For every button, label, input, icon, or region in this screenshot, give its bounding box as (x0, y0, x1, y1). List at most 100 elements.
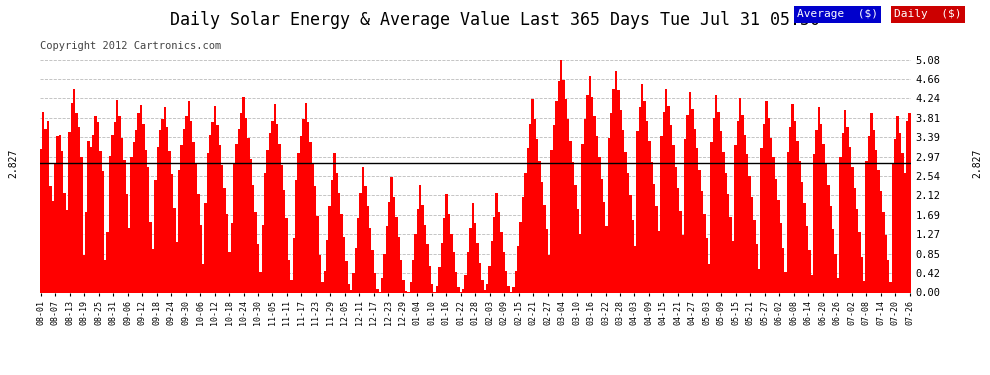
Bar (219, 145, 221, 292)
Bar (789, 127, 791, 292)
Bar (405, 291, 407, 292)
Bar (417, 209, 419, 292)
Bar (581, 144, 584, 292)
Bar (679, 211, 682, 292)
Bar (173, 208, 175, 292)
Bar (94, 116, 97, 292)
Bar (858, 232, 860, 292)
Bar (221, 165, 224, 292)
Bar (842, 133, 843, 292)
Bar (481, 280, 483, 292)
Bar (684, 139, 686, 292)
Bar (739, 98, 742, 292)
Bar (254, 212, 256, 292)
Bar (295, 180, 297, 292)
Bar (816, 130, 818, 292)
Bar (763, 124, 765, 292)
Bar (326, 240, 329, 292)
Bar (271, 121, 273, 292)
Bar (830, 207, 832, 292)
Bar (536, 139, 539, 292)
Bar (395, 217, 398, 292)
Bar (324, 270, 326, 292)
Bar (574, 185, 576, 292)
Bar (804, 203, 806, 292)
Bar (273, 104, 276, 292)
Bar (300, 136, 302, 292)
Bar (75, 113, 78, 292)
Bar (906, 121, 909, 292)
Bar (70, 103, 73, 292)
Bar (56, 136, 58, 292)
Bar (92, 135, 94, 292)
Bar (51, 201, 53, 292)
Bar (488, 266, 491, 292)
Bar (85, 212, 87, 292)
Bar (133, 142, 135, 292)
Bar (632, 220, 634, 292)
Bar (427, 244, 429, 292)
Bar (82, 255, 85, 292)
Bar (491, 241, 493, 292)
Bar (522, 197, 524, 292)
Bar (200, 225, 202, 292)
Bar (818, 107, 820, 292)
Bar (796, 141, 799, 292)
Bar (393, 197, 395, 292)
Bar (782, 248, 784, 292)
Bar (567, 120, 569, 292)
Bar (268, 133, 271, 292)
Bar (329, 207, 331, 292)
Bar (47, 121, 50, 292)
Bar (58, 135, 61, 292)
Bar (765, 101, 767, 292)
Bar (226, 214, 228, 292)
Bar (431, 284, 434, 292)
Bar (361, 166, 364, 292)
Bar (204, 203, 207, 292)
Bar (897, 116, 899, 292)
Bar (655, 207, 657, 292)
Bar (770, 138, 772, 292)
Bar (99, 151, 102, 292)
Bar (166, 127, 168, 292)
Bar (441, 243, 443, 292)
Bar (66, 210, 68, 292)
Bar (288, 260, 290, 292)
Bar (450, 234, 452, 292)
Bar (562, 80, 564, 292)
Bar (720, 131, 723, 292)
Bar (483, 290, 486, 292)
Bar (87, 141, 90, 292)
Bar (97, 122, 99, 292)
Bar (760, 148, 763, 292)
Bar (505, 270, 508, 292)
Bar (645, 121, 648, 292)
Bar (102, 171, 104, 292)
Bar (706, 238, 708, 292)
Bar (462, 289, 464, 292)
Bar (882, 212, 884, 292)
Bar (171, 174, 173, 292)
Bar (672, 145, 674, 292)
Bar (856, 209, 858, 292)
Bar (837, 278, 840, 292)
Bar (207, 153, 209, 292)
Bar (586, 95, 589, 292)
Bar (236, 144, 238, 292)
Bar (552, 126, 555, 292)
Bar (309, 142, 312, 292)
Bar (334, 153, 336, 292)
Bar (422, 205, 424, 292)
Bar (598, 158, 601, 292)
Bar (865, 161, 868, 292)
Bar (899, 133, 901, 292)
Bar (369, 228, 371, 292)
Bar (555, 101, 557, 292)
Bar (50, 186, 51, 292)
Bar (256, 244, 259, 292)
Bar (909, 113, 911, 292)
Bar (884, 235, 887, 292)
Bar (548, 255, 550, 292)
Bar (469, 228, 471, 292)
